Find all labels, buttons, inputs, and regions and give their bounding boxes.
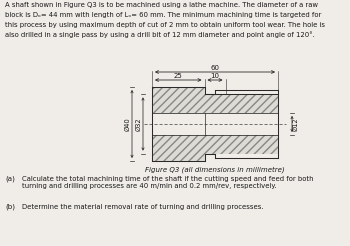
Text: 10: 10 <box>210 73 219 78</box>
Text: Ø32: Ø32 <box>136 117 142 131</box>
Text: A shaft shown in Figure Q3 is to be machined using a lathe machine. The diameter: A shaft shown in Figure Q3 is to be mach… <box>5 2 318 8</box>
Text: 25: 25 <box>174 73 183 78</box>
Text: (b): (b) <box>5 204 15 211</box>
Text: Calculate the total machining time of the shaft if the cutting speed and feed fo: Calculate the total machining time of th… <box>22 176 314 189</box>
Text: block is Dₒ= 44 mm with length of Lₒ= 60 mm. The minimum machining time is targe: block is Dₒ= 44 mm with length of Lₒ= 60… <box>5 12 321 18</box>
Text: Ø12: Ø12 <box>293 117 299 131</box>
Text: 60: 60 <box>210 64 219 71</box>
Text: (a): (a) <box>5 176 15 183</box>
Bar <box>152 113 278 135</box>
Bar <box>152 87 204 113</box>
Text: Ø40: Ø40 <box>125 117 131 131</box>
Bar <box>204 94 278 113</box>
Bar <box>204 135 278 154</box>
Text: Figure Q3 (all dimensions in millimetre): Figure Q3 (all dimensions in millimetre) <box>145 166 285 173</box>
Text: Determine the material removal rate of turning and drilling processes.: Determine the material removal rate of t… <box>22 204 264 210</box>
Bar <box>152 135 204 161</box>
Text: also drilled in a single pass by using a drill bit of 12 mm diameter and point a: also drilled in a single pass by using a… <box>5 31 315 38</box>
Text: this process by using maximum depth of cut of 2 mm to obtain uniform tool wear. : this process by using maximum depth of c… <box>5 22 325 28</box>
